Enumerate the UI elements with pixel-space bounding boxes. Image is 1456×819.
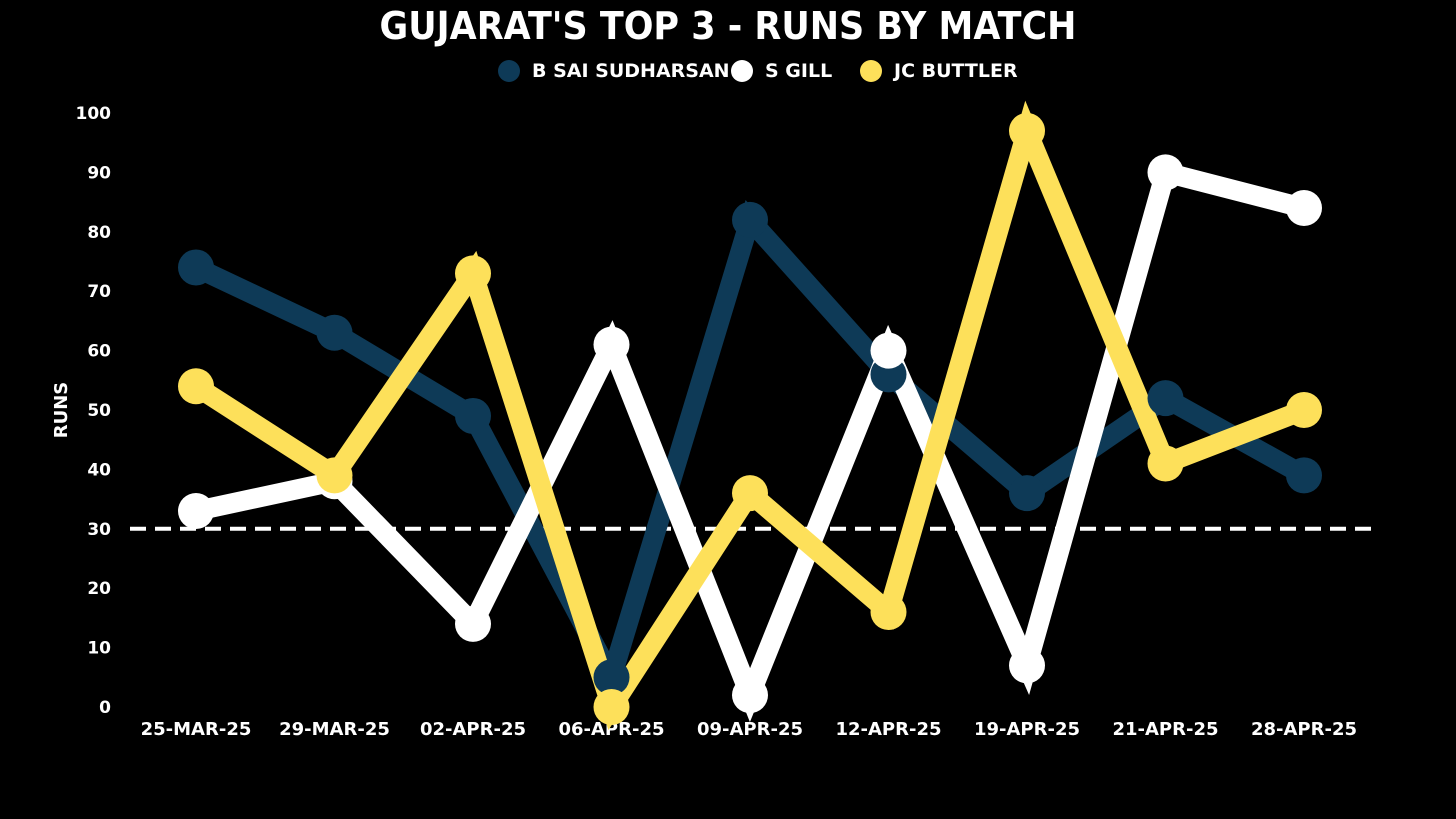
data-point-0-7 — [1147, 380, 1184, 417]
data-point-0-6 — [1009, 475, 1045, 512]
y-tick-label: 0 — [99, 698, 111, 718]
x-tick-label: 19-APR-25 — [974, 719, 1080, 740]
data-point-2-4 — [732, 475, 768, 512]
y-tick-label: 50 — [87, 401, 111, 421]
chart-title: GUJARAT'S TOP 3 - RUNS BY MATCH — [379, 4, 1077, 48]
legend-swatch-gill — [731, 60, 753, 82]
data-point-0-0 — [178, 249, 214, 286]
data-point-1-6 — [1009, 647, 1045, 684]
x-axis-ticks: 25-MAR-25 29-MAR-25 02-APR-25 06-APR-25 09-A… — [141, 719, 1357, 740]
data-point-2-8 — [1286, 392, 1322, 428]
data-point-0-4 — [732, 201, 768, 238]
data-point-1-0 — [178, 492, 214, 529]
data-point-1-5 — [870, 332, 907, 369]
y-tick-label: 100 — [76, 104, 112, 124]
x-tick-label: 12-APR-25 — [835, 719, 941, 740]
legend-label-gill: S GILL — [765, 60, 833, 82]
data-point-2-6 — [1009, 112, 1045, 149]
data-point-2-3 — [593, 689, 630, 725]
legend-swatch-buttler — [860, 60, 882, 82]
y-tick-label: 80 — [87, 223, 111, 243]
x-tick-label: 02-APR-25 — [420, 719, 526, 740]
y-tick-label: 70 — [87, 282, 111, 302]
y-axis-label: RUNS — [51, 382, 72, 439]
data-point-0-2 — [455, 397, 491, 434]
legend-label-buttler: JC BUTTLER — [894, 60, 1018, 82]
legend-item-buttler: JC BUTTLER — [860, 60, 1018, 82]
data-point-0-1 — [316, 314, 353, 351]
legend-item-sai-sudharsan: B SAI SUDHARSAN — [498, 60, 730, 82]
data-point-0-8 — [1286, 457, 1322, 494]
legend-label-sai-sudharsan: B SAI SUDHARSAN — [532, 60, 730, 82]
data-point-1-8 — [1286, 190, 1322, 227]
y-axis-ticks: 0 10 20 30 40 50 60 70 80 90 100 — [76, 104, 112, 718]
y-tick-label: 30 — [87, 520, 111, 540]
data-point-0-3 — [593, 659, 630, 696]
data-point-1-3 — [593, 326, 630, 363]
data-point-2-1 — [316, 457, 353, 494]
x-tick-label: 25-MAR-25 — [141, 719, 252, 740]
y-tick-label: 60 — [87, 342, 111, 362]
x-tick-label: 29-MAR-25 — [279, 719, 390, 740]
x-tick-label: 06-APR-25 — [558, 719, 664, 740]
legend: B SAI SUDHARSAN S GILL JC BUTTLER — [0, 60, 1456, 88]
data-point-1-7 — [1147, 154, 1184, 191]
data-point-2-2 — [455, 255, 491, 292]
y-tick-label: 10 — [87, 639, 111, 659]
x-tick-label: 09-APR-25 — [697, 719, 803, 740]
data-point-1-4 — [732, 677, 768, 714]
y-tick-label: 20 — [87, 579, 111, 599]
y-tick-label: 90 — [87, 163, 111, 183]
x-tick-label: 21-APR-25 — [1112, 719, 1218, 740]
legend-swatch-sai-sudharsan — [498, 60, 520, 82]
data-point-2-0 — [178, 368, 214, 405]
series-points — [178, 112, 1322, 725]
data-point-1-2 — [455, 605, 491, 642]
x-tick-label: 28-APR-25 — [1251, 719, 1357, 740]
y-tick-label: 40 — [87, 460, 111, 480]
legend-item-gill: S GILL — [731, 60, 832, 82]
data-point-2-5 — [870, 593, 907, 630]
data-point-2-7 — [1147, 445, 1184, 482]
